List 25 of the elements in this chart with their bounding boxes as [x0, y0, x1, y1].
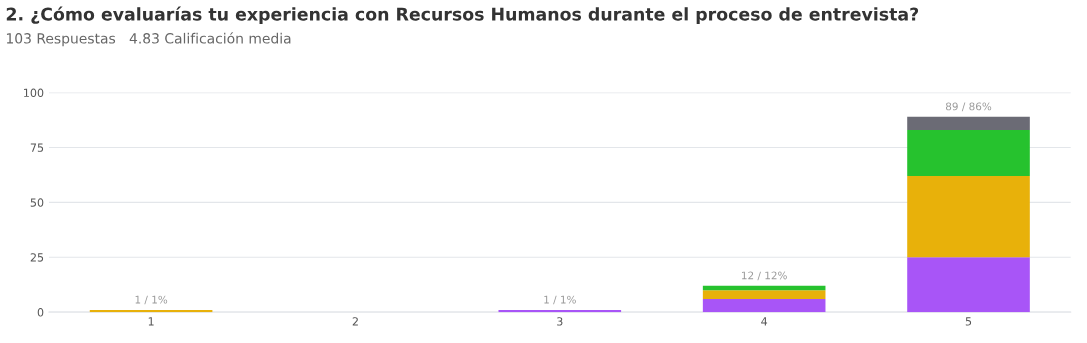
y-tick-label: 0 [37, 308, 44, 317]
x-tick-label: 1 [148, 317, 154, 326]
total-label: 89 / 86% [945, 102, 992, 112]
y-tick-label: 100 [24, 88, 44, 97]
chart-title: 2. ¿Cómo evaluarías tu experiencia con Recursos Humanos durante el proceso de entrevista? [6, 6, 919, 25]
bar [498, 309, 622, 313]
x-tick-label: 3 [557, 317, 563, 326]
bar [907, 176, 1030, 258]
bar [89, 309, 213, 313]
bar [907, 257, 1030, 313]
total-label: 1 / 1% [135, 295, 168, 305]
chart-subtitle: 103 Respuestas 4.83 Calificación media [6, 32, 291, 47]
total-label: 12 / 12% [742, 271, 787, 281]
x-tick-label: 2 [352, 317, 358, 326]
y-tick-label: 25 [30, 253, 44, 262]
bar [907, 129, 1030, 177]
y-tick-label: 50 [30, 198, 44, 207]
x-tick-label: 5 [965, 317, 972, 326]
bar [702, 298, 826, 313]
bar [702, 290, 826, 299]
y-tick-label: 75 [30, 143, 44, 152]
x-tick-label: 4 [761, 317, 768, 326]
bar [907, 116, 1030, 130]
bar [702, 285, 826, 291]
total-label: 1 / 1% [544, 295, 576, 305]
